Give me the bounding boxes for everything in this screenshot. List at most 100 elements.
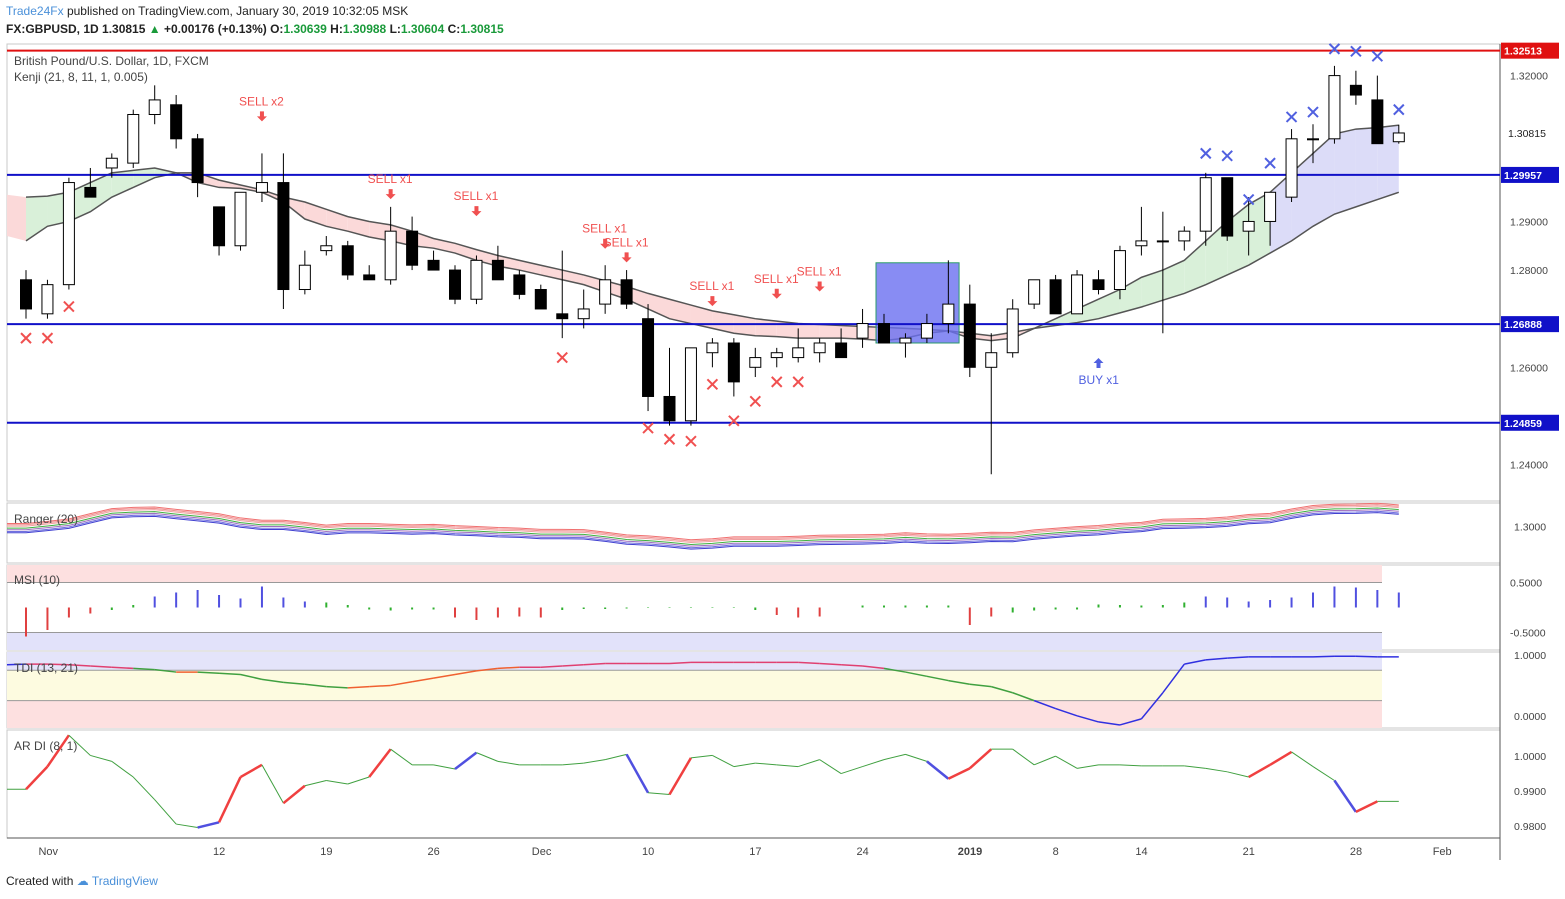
ardi-line-segment	[883, 753, 906, 761]
candle-body	[1028, 279, 1041, 305]
ardi-line-segment	[1227, 771, 1249, 778]
time-tick-label: Nov	[38, 846, 58, 858]
tdi-line-segment	[1355, 655, 1378, 658]
price-tick-label: 1.28000	[1510, 265, 1548, 277]
ardi-line-segment	[1312, 766, 1335, 781]
price-tick-label: 1.26000	[1510, 362, 1548, 374]
ardi-line-segment	[712, 754, 735, 768]
ardi-line-segment	[90, 754, 112, 762]
candle-body	[406, 230, 419, 266]
level-price-label: 1.26888	[1504, 319, 1542, 331]
sell-arrow-icon	[385, 189, 396, 200]
ardi-line-segment	[132, 776, 156, 801]
sell-arrow-icon	[256, 111, 267, 122]
tdi-line-segment	[905, 671, 928, 678]
ardi-line-segment	[605, 753, 627, 761]
candle-body	[105, 157, 118, 169]
tdi-title: TDI (13, 21)	[14, 661, 78, 675]
tdi-line-segment	[841, 664, 863, 667]
kenji-cloud-segment	[219, 180, 241, 189]
candle-body	[1328, 75, 1341, 140]
kenji-cloud-segment	[1077, 299, 1099, 323]
candle-body	[234, 191, 247, 247]
candle-body	[577, 308, 590, 320]
tradingview-brand[interactable]: TradingView	[91, 874, 158, 888]
candle-body	[1178, 230, 1191, 242]
ardi-line-segment	[1269, 750, 1293, 766]
tdi-line-segment	[669, 661, 691, 665]
ardi-line-segment	[1184, 765, 1206, 769]
candle-body	[1092, 279, 1105, 291]
candle-body	[427, 259, 440, 271]
kenji-cloud-segment	[1355, 127, 1378, 207]
time-tick-label: Dec	[532, 846, 552, 858]
ardi-line-segment	[154, 799, 177, 825]
kenji-slow-line	[25, 172, 1400, 337]
candle-body	[1307, 138, 1319, 141]
ardi-line-segment	[261, 764, 284, 804]
indicator-kenji-label: Kenji (21, 8, 11, 1, 0.005)	[14, 70, 148, 84]
sell-signal-label: SELL x1	[368, 172, 413, 186]
candle-body	[62, 182, 75, 286]
blue-cross-marker	[1328, 43, 1341, 55]
time-tick-label: 10	[642, 846, 654, 858]
level-price-tag	[1501, 166, 1559, 183]
ardi-line-segment	[1248, 763, 1271, 779]
kenji-cloud-segment	[519, 260, 541, 275]
time-tick-label: 28	[1350, 846, 1362, 858]
sell-signal-label: SELL x1	[582, 222, 627, 236]
candle-body	[341, 245, 354, 276]
buy-signal-label: BUY x1	[1079, 373, 1120, 387]
header-change: +0.00176 (+0.13%)	[164, 22, 267, 36]
tdi-line-segment	[497, 666, 520, 670]
red-cross-marker	[41, 332, 54, 344]
candle-body	[599, 279, 612, 305]
kenji-cloud-segment	[1313, 133, 1335, 227]
last-price-label: 1.30815	[1508, 128, 1546, 140]
publisher-name[interactable]: Trade24Fx	[6, 4, 64, 18]
pane-border	[6, 729, 1501, 839]
ardi-line-segment	[862, 759, 885, 768]
tdi-line-segment	[369, 684, 391, 688]
sell-signal-label: SELL x1	[453, 189, 498, 203]
ardi-line-segment	[562, 762, 584, 766]
high-value: 1.30988	[342, 22, 387, 36]
ardi-line-segment	[176, 823, 198, 829]
candle-body	[127, 113, 140, 164]
tdi-line-segment	[411, 677, 434, 683]
ardi-line-segment	[947, 767, 971, 780]
tdi-line-segment	[154, 668, 177, 673]
ardi-line-segment	[326, 780, 348, 785]
kenji-cloud-segment	[133, 167, 155, 188]
price-tick-label: 1.29000	[1510, 216, 1548, 228]
candle-body	[449, 269, 461, 300]
published-text: published on TradingView.com, January 30…	[66, 4, 409, 18]
ardi-line-segment	[1076, 764, 1099, 769]
candle-body	[1156, 240, 1169, 243]
msi-lower-zone	[7, 632, 1382, 650]
close-value: 1.30815	[460, 22, 504, 36]
symbol-label: FX:GBPUSD, 1D	[6, 22, 99, 36]
level-price-label: 1.24859	[1504, 418, 1542, 430]
ardi-line-segment	[668, 757, 693, 796]
ranger-band-line	[7, 505, 1399, 543]
ardi-line-segment	[368, 748, 392, 778]
tdi-line-segment	[883, 667, 906, 673]
kenji-cloud-segment	[1162, 260, 1185, 301]
candle-body	[513, 274, 526, 295]
ranger-tick-label: 1.3000	[1514, 521, 1546, 533]
kenji-cloud-segment	[733, 314, 756, 336]
level-price-label: 1.32513	[1504, 46, 1542, 58]
blue-cross-marker	[1350, 45, 1362, 57]
candle-body	[1113, 250, 1126, 291]
red-cross-marker	[792, 376, 804, 388]
candle-body	[320, 245, 333, 252]
candle-body	[749, 357, 762, 368]
candle-body	[1285, 138, 1298, 198]
time-tick-label: Feb	[1433, 846, 1452, 858]
tdi-line-segment	[798, 661, 820, 665]
ardi-line-segment	[1291, 751, 1314, 767]
kenji-cloud-segment	[690, 305, 713, 329]
ranger-band-line	[7, 507, 1399, 545]
